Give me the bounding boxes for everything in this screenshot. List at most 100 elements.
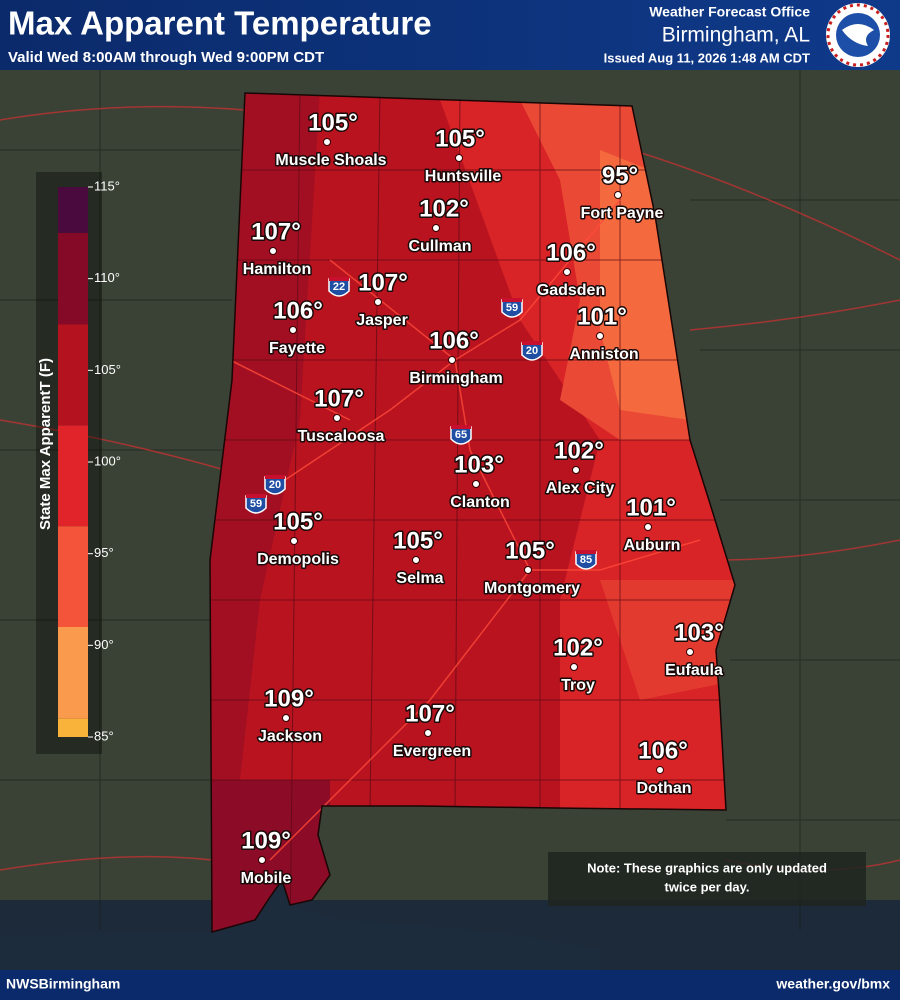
city-dot	[323, 138, 331, 146]
city-temp: 107°	[405, 700, 455, 727]
shield-top	[329, 277, 349, 281]
city-name: Cullman	[408, 238, 471, 255]
city: 106° Gadsden	[535, 238, 606, 301]
shield-top	[451, 425, 471, 429]
legend-tick-label: 115°	[94, 178, 120, 193]
city-temp: 102°	[553, 634, 603, 661]
city: 105° Demopolis	[256, 507, 341, 570]
northeast-light	[600, 150, 690, 420]
city-name: Anniston	[569, 346, 638, 363]
city-temp: 105°	[505, 537, 555, 564]
city-name: Mobile	[241, 870, 292, 887]
gulf-water	[0, 880, 600, 970]
city-temp: 103°	[674, 619, 724, 646]
city: 107° Evergreen	[391, 699, 472, 762]
shield-number: 20	[526, 345, 538, 357]
city-temp: 95°	[602, 162, 638, 189]
legend-tick-label: 90°	[94, 637, 114, 652]
interstate-shield: 59	[501, 298, 523, 318]
city-dot	[448, 356, 456, 364]
city-name: Montgomery	[484, 580, 580, 597]
city-name: Demopolis	[257, 551, 339, 568]
shield-shape	[501, 299, 523, 318]
city-name: Hamilton	[243, 261, 311, 278]
legend-band	[58, 324, 88, 426]
legend-band	[58, 526, 88, 627]
title: Max Apparent Temperature	[8, 5, 432, 42]
city-name: Troy	[561, 677, 595, 694]
city: 102° Troy	[552, 633, 605, 696]
shield-shape	[521, 342, 543, 361]
note-line: Note: These graphics are only updated	[587, 860, 827, 875]
city-dot	[258, 856, 266, 864]
city-name: Tuscaloosa	[298, 428, 385, 445]
footer-left: NWSBirmingham	[6, 976, 120, 992]
city-dot	[290, 537, 298, 545]
city-dot	[374, 298, 382, 306]
shield-top	[576, 550, 596, 554]
city-name: Muscle Shoals	[275, 152, 386, 169]
city-dot	[472, 480, 480, 488]
city-name: Selma	[396, 570, 443, 587]
city-temp: 107°	[358, 269, 408, 296]
city: 95° Fort Payne	[579, 161, 665, 224]
interstate-shield: 20	[264, 475, 286, 495]
city: 105° Selma	[392, 526, 445, 589]
city-name: Eufaula	[665, 662, 723, 679]
interstate-shield: 20	[521, 341, 543, 361]
city-dot	[524, 566, 532, 574]
city-dot	[269, 247, 277, 255]
city-name: Fort Payne	[581, 205, 664, 222]
legend-tick-label: 110°	[94, 270, 120, 285]
location: Birmingham, AL	[662, 24, 810, 47]
city-name: Evergreen	[393, 743, 471, 760]
city-name: Fayette	[269, 340, 325, 357]
footer-bar	[0, 970, 900, 1000]
city: 105° Muscle Shoals	[274, 108, 388, 171]
city-temp: 105°	[308, 109, 358, 136]
city-temp: 105°	[435, 125, 485, 152]
city-dot	[424, 729, 432, 737]
city-dot	[455, 154, 463, 162]
shield-shape	[264, 476, 286, 495]
city-name: Auburn	[624, 537, 681, 554]
city-dot	[644, 523, 652, 531]
city-temp: 102°	[554, 437, 604, 464]
interstate-shield: 22	[328, 277, 350, 297]
legend-band	[58, 187, 88, 233]
state-outline	[209, 92, 736, 933]
city-temp: 107°	[251, 218, 301, 245]
shield-shape	[328, 278, 350, 297]
city-dot	[570, 663, 578, 671]
shield-number: 65	[455, 429, 467, 441]
city: 103° Eufaula	[664, 618, 726, 681]
city-temp: 105°	[393, 527, 443, 554]
note-line: twice per day.	[664, 879, 749, 894]
shield-shape	[245, 495, 267, 514]
interstate-shield: 85	[575, 550, 597, 570]
city-temp: 101°	[626, 494, 676, 521]
city-temp: 109°	[264, 685, 314, 712]
city-name: Clanton	[450, 494, 510, 511]
city-temp: 105°	[273, 508, 323, 535]
city: 107° Hamilton	[241, 217, 312, 280]
city-temp: 103°	[454, 451, 504, 478]
city-name: Jasper	[356, 312, 408, 329]
office: Weather Forecast Office	[649, 4, 810, 20]
shield-number: 59	[250, 498, 262, 510]
city-temp: 106°	[273, 297, 323, 324]
shield-top	[246, 494, 266, 498]
city: 109° Jackson	[256, 684, 323, 747]
city-name: Birmingham	[409, 370, 502, 387]
city: 109° Mobile	[239, 826, 293, 889]
city-temp: 101°	[577, 303, 627, 330]
city-name: Gadsden	[537, 282, 605, 299]
city-name: Dothan	[636, 780, 691, 797]
shield-number: 59	[506, 302, 518, 314]
city-temp: 106°	[638, 737, 688, 764]
city-dot	[412, 556, 420, 564]
shield-number: 85	[580, 554, 592, 566]
legend-band	[58, 718, 88, 737]
